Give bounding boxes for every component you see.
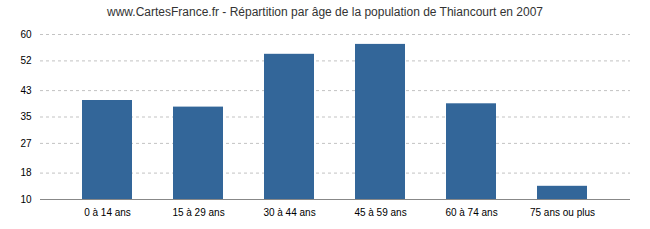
html-text:www.CartesFrance.fr - Répartit: www.CartesFrance.fr - Répartition par âg… <box>107 5 543 19</box>
svg-text:30 à 44 ans: 30 à 44 ans <box>263 207 315 218</box>
svg-text:0 à 14 ans: 0 à 14 ans <box>84 207 131 218</box>
svg-text:15 à 29 ans: 15 à 29 ans <box>172 207 224 218</box>
svg-text:75 ans ou plus: 75 ans ou plus <box>530 207 595 218</box>
svg-text:52: 52 <box>20 55 32 66</box>
svg-text:35: 35 <box>20 111 32 122</box>
svg-text:60 à 74 ans: 60 à 74 ans <box>445 207 497 218</box>
svg-text:43: 43 <box>20 85 32 96</box>
svg-text:45 à 59 ans: 45 à 59 ans <box>354 207 406 218</box>
svg-text:27: 27 <box>20 138 32 149</box>
svg-text:18: 18 <box>20 167 32 178</box>
svg-text:10: 10 <box>20 194 32 205</box>
svg-text:60: 60 <box>20 29 32 40</box>
